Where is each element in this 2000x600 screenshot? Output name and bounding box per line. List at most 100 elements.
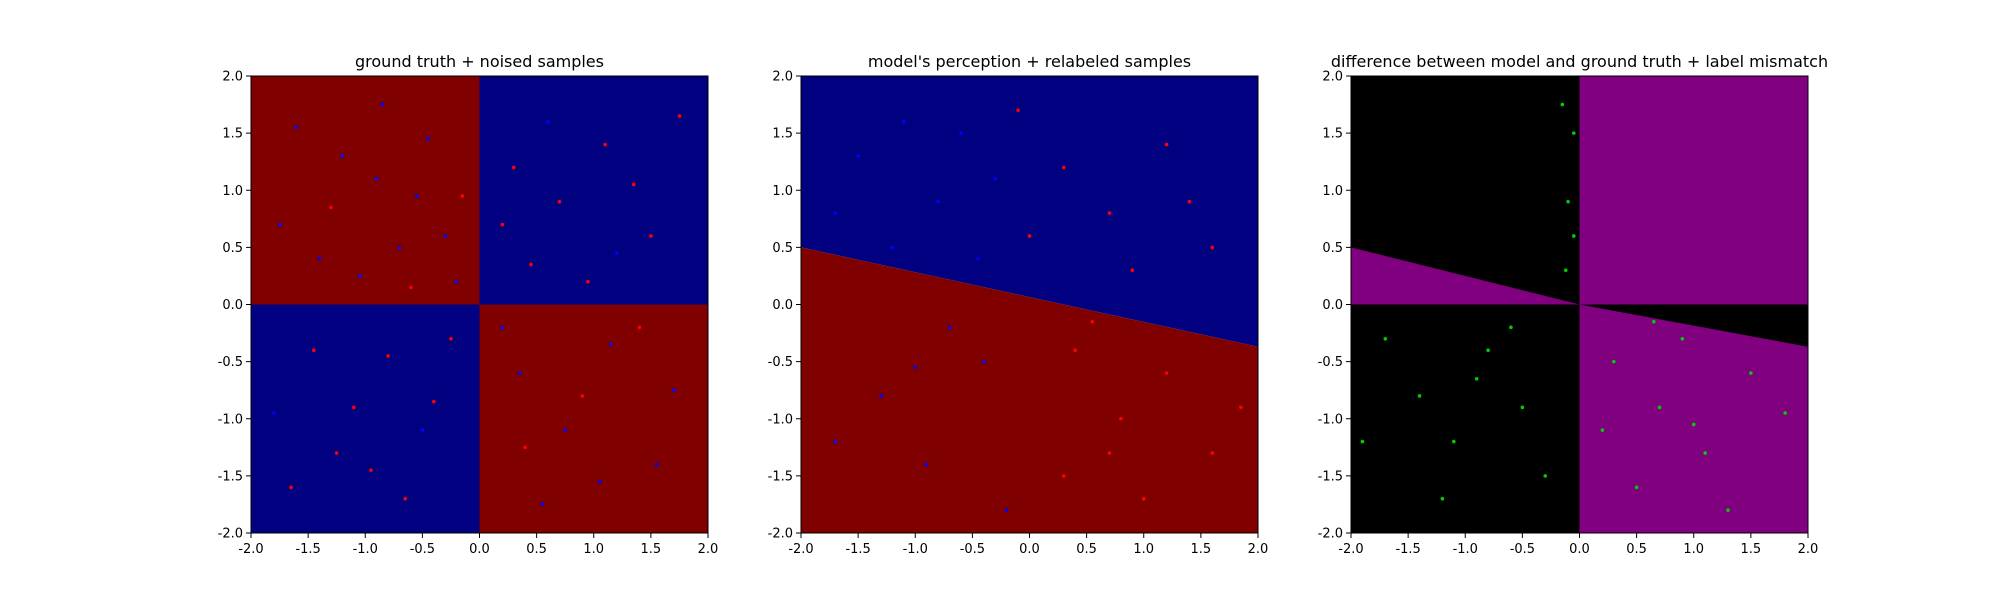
sample-point xyxy=(272,411,276,415)
sample-point xyxy=(460,194,465,198)
sample-point xyxy=(671,388,676,392)
sample-point xyxy=(603,142,607,147)
y-axis: -2.0 -1.5 -1.0 -0.5 0.0 0.5 1.0 1.5 2.0 xyxy=(768,70,801,542)
y-tick-label: 0.5 xyxy=(1322,241,1343,256)
y-tick-label: 0.0 xyxy=(772,298,793,313)
sample-point xyxy=(1027,234,1032,238)
x-tick-label: 0.5 xyxy=(1626,542,1647,557)
x-tick-label: 2.0 xyxy=(1248,542,1269,557)
sample-point xyxy=(580,394,585,398)
panel-difference: difference between model and ground trut… xyxy=(1318,52,1828,557)
sample-point xyxy=(1061,165,1066,170)
sample-point xyxy=(374,177,379,181)
sample-point xyxy=(511,165,516,170)
sample-point xyxy=(597,479,602,484)
x-tick-label: -1.5 xyxy=(295,542,320,557)
sample-point xyxy=(369,468,373,472)
sample-point xyxy=(414,194,419,198)
region-blue xyxy=(251,304,480,533)
x-tick-label: -2.0 xyxy=(238,542,263,557)
sample-point xyxy=(959,131,963,135)
sample-point xyxy=(1073,348,1077,353)
sample-point xyxy=(1440,496,1445,501)
sample-point xyxy=(856,154,860,158)
plot-background xyxy=(1351,76,1808,533)
y-tick-label: 1.0 xyxy=(222,184,243,199)
panel-title: model's perception + relabeled samples xyxy=(868,52,1191,71)
x-tick-label: -2.0 xyxy=(788,542,813,557)
x-tick-label: 1.0 xyxy=(1133,542,1154,557)
y-tick-label: 1.5 xyxy=(772,127,793,142)
sample-point xyxy=(529,262,533,267)
y-tick-label: 2.0 xyxy=(222,70,243,85)
sample-point xyxy=(426,137,430,141)
x-axis: -2.0 -1.5 -1.0 -0.5 0.0 0.5 1.0 1.5 2.0 xyxy=(788,533,1268,557)
sample-point xyxy=(1566,199,1570,204)
sample-point xyxy=(976,257,980,261)
sample-point xyxy=(1571,234,1576,238)
sample-point xyxy=(1634,485,1639,490)
sample-point xyxy=(386,354,390,358)
x-tick-label: -0.5 xyxy=(1510,542,1535,557)
x-tick-label: 1.5 xyxy=(1191,542,1212,557)
y-tick-label: -0.5 xyxy=(218,355,243,370)
y-tick-label: -1.5 xyxy=(768,469,793,484)
region-mismatch xyxy=(1579,76,1808,305)
y-tick-label: 2.0 xyxy=(1322,70,1343,85)
sample-point xyxy=(500,325,505,330)
sample-point xyxy=(654,462,659,467)
sample-point xyxy=(1383,336,1388,341)
sample-point xyxy=(1239,405,1243,410)
sample-point xyxy=(352,405,356,410)
y-axis: -2.0 -1.5 -1.0 -0.5 0.0 0.5 1.0 1.5 2.0 xyxy=(218,70,251,542)
sample-point xyxy=(924,462,929,467)
sample-point xyxy=(340,154,345,158)
region-blue xyxy=(801,76,1258,347)
sample-point xyxy=(833,439,838,444)
y-tick-label: 1.0 xyxy=(1322,184,1343,199)
sample-point xyxy=(902,119,906,124)
plot-background xyxy=(801,76,1258,533)
y-tick-label: 0.0 xyxy=(222,298,243,313)
sample-point xyxy=(982,359,986,364)
sample-point xyxy=(454,279,459,284)
sample-point xyxy=(993,177,998,181)
y-tick-label: -1.5 xyxy=(218,469,243,484)
sample-point xyxy=(1090,319,1095,324)
sample-point xyxy=(500,222,505,227)
sample-point xyxy=(557,199,562,204)
x-tick-label: 1.5 xyxy=(641,542,662,557)
sample-point xyxy=(334,451,339,455)
y-tick-label: -1.5 xyxy=(1318,469,1343,484)
sample-point xyxy=(1486,348,1490,353)
sample-point xyxy=(1691,422,1696,427)
x-tick-label: -2.0 xyxy=(1338,542,1363,557)
sample-point xyxy=(294,125,299,130)
sample-point xyxy=(443,234,448,238)
x-tick-label: 1.0 xyxy=(583,542,604,557)
sample-point xyxy=(1474,376,1479,381)
sample-point xyxy=(833,211,838,215)
sample-point xyxy=(1016,108,1020,113)
sample-point xyxy=(1187,199,1192,204)
sample-point xyxy=(614,251,619,255)
sample-point xyxy=(649,234,653,238)
y-tick-label: 1.5 xyxy=(222,127,243,142)
sample-point xyxy=(409,285,413,290)
y-tick-label: -2.0 xyxy=(1318,527,1343,542)
x-tick-label: 0.0 xyxy=(1569,542,1590,557)
sample-point xyxy=(380,102,385,107)
y-tick-label: -1.0 xyxy=(768,412,793,427)
sample-points xyxy=(833,108,1243,512)
region-red xyxy=(251,76,480,305)
sample-point xyxy=(517,371,522,375)
panel-title: difference between model and ground trut… xyxy=(1331,52,1828,71)
region-mismatch xyxy=(1351,247,1580,305)
sample-point xyxy=(1749,371,1753,375)
y-tick-label: -0.5 xyxy=(768,355,793,370)
sample-point xyxy=(420,428,425,432)
sample-point xyxy=(1783,411,1787,415)
sample-point xyxy=(563,428,567,432)
sample-point xyxy=(1657,405,1662,410)
